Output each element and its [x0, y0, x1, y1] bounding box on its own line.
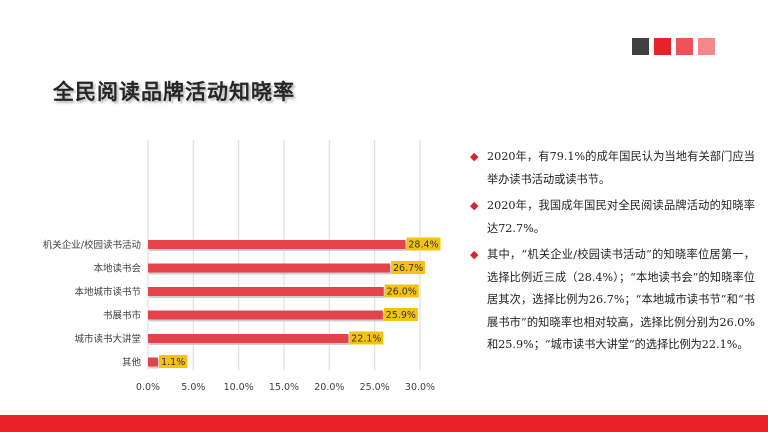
category-label: 其他: [122, 357, 142, 369]
x-tick-label: 25.0%: [360, 382, 390, 393]
x-tick-label: 0.0%: [136, 382, 160, 393]
category-label: 书展书市: [103, 310, 142, 322]
bar: [148, 334, 349, 343]
bullet-item: ◆ 2020年，我国成年国民对全民阅读品牌活动的知晓率达72.7%。: [470, 195, 755, 240]
category-label: 城市读书大讲堂: [74, 333, 141, 345]
bullet-list: ◆ 2020年，有79.1%的成年国民认为当地有关部门应当举办读书活动或读书节。…: [470, 146, 755, 361]
bullet-text: 2020年，我国成年国民对全民阅读品牌活动的知晓率达72.7%。: [487, 199, 755, 235]
data-label: 26.7%: [393, 263, 423, 274]
square-mid-red: [676, 38, 693, 55]
data-label-bg: [383, 308, 418, 321]
decorative-squares: [632, 38, 715, 55]
footer-bar: [0, 415, 768, 432]
data-label: 22.1%: [351, 334, 381, 345]
x-tick-label: 20.0%: [314, 382, 344, 393]
category-label: 本地读书会: [93, 263, 141, 275]
x-tick-label: 15.0%: [269, 382, 299, 393]
diamond-bullet-icon: ◆: [470, 248, 479, 261]
data-label: 26.0%: [387, 287, 417, 298]
bullet-item: ◆ 2020年，有79.1%的成年国民认为当地有关部门应当举办读书活动或读书节。: [470, 146, 755, 191]
data-label-bg: [158, 355, 188, 368]
data-label: 25.9%: [386, 310, 416, 321]
diamond-bullet-icon: ◆: [470, 150, 479, 163]
bar: [148, 263, 391, 273]
bar: [148, 240, 406, 249]
bar: [148, 357, 158, 367]
bar: [148, 287, 384, 296]
x-tick-label: 30.0%: [405, 382, 435, 393]
square-light-red: [698, 38, 715, 55]
diamond-bullet-icon: ◆: [470, 199, 479, 212]
data-label-bg: [384, 284, 419, 298]
bar: [148, 310, 383, 320]
category-label: 本地城市读书节: [74, 286, 141, 298]
x-tick-label: 5.0%: [181, 382, 205, 393]
bar-chart: 机关企业/校园读书活动 28.4% 本地读书会 26.7% 本地城市读书节 26.0% 书展…: [43, 140, 441, 393]
data-label-bg: [406, 237, 441, 251]
category-label: 机关企业/校园读书活动: [43, 239, 141, 251]
square-dark: [632, 38, 649, 55]
data-label-bg: [391, 261, 426, 274]
data-label: 28.4%: [408, 240, 438, 251]
bullet-text: 其中，“机关企业/校园读书活动”的知晓率位居第一，选择比例近三成（28.4%）；…: [487, 248, 755, 351]
page-title: 全民阅读品牌活动知晓率: [53, 80, 295, 104]
data-label: 1.1%: [161, 357, 185, 368]
bullet-text: 2020年，有79.1%的成年国民认为当地有关部门应当举办读书活动或读书节。: [487, 150, 755, 186]
square-red: [654, 38, 671, 55]
bullet-item: ◆ 其中，“机关企业/校园读书活动”的知晓率位居第一，选择比例近三成（28.4%…: [470, 244, 755, 357]
data-label-bg: [349, 331, 384, 345]
x-tick-label: 10.0%: [224, 382, 254, 393]
